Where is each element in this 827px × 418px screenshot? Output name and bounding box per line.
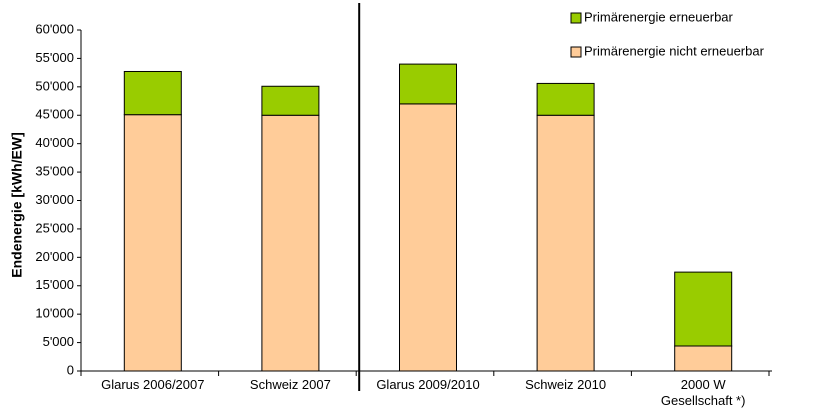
bar-segment [261,85,320,116]
bar-segment [674,345,733,372]
y-tick-label: 35'000 [35,164,74,179]
legend-swatch [570,12,582,24]
legend-swatch [570,46,582,58]
y-tick-label: 15'000 [35,277,74,292]
x-tick-label: Schweiz 2007 [249,377,331,392]
x-tick-label: Schweiz 2010 [525,377,607,392]
y-tick-label: 30'000 [35,192,74,207]
y-tick-label: 5'000 [43,334,74,349]
x-tick-label: Glarus 2006/2007 [101,377,205,392]
y-tick-label: 45'000 [35,107,74,122]
y-tick-label: 20'000 [35,249,74,264]
bar-segment [536,82,595,116]
bar-segment [261,114,320,372]
legend-label: Primärenergie nicht erneuerbar [584,43,765,58]
legend-label: Primärenergie erneuerbar [584,9,734,24]
y-tick-label: 0 [67,362,74,377]
y-tick-label: 60'000 [35,21,74,36]
bar-segment [674,271,733,347]
x-tick-label: Glarus 2009/2010 [376,377,480,392]
y-axis-label: Endenergie [kWh/EW] [9,132,25,277]
y-tick-label: 50'000 [35,78,74,93]
y-tick-label: 55'000 [35,50,74,65]
bar-segment [123,114,182,372]
bar-segment [536,114,595,372]
bar-segment [399,63,457,105]
y-tick-label: 25'000 [35,220,74,235]
y-tick-label: 10'000 [35,306,74,321]
x-tick-label: 2000 W Gesellschaft *) [660,377,746,408]
y-tick-label: 40'000 [35,135,74,150]
bar-segment [399,103,457,372]
bar-segment [123,70,182,116]
